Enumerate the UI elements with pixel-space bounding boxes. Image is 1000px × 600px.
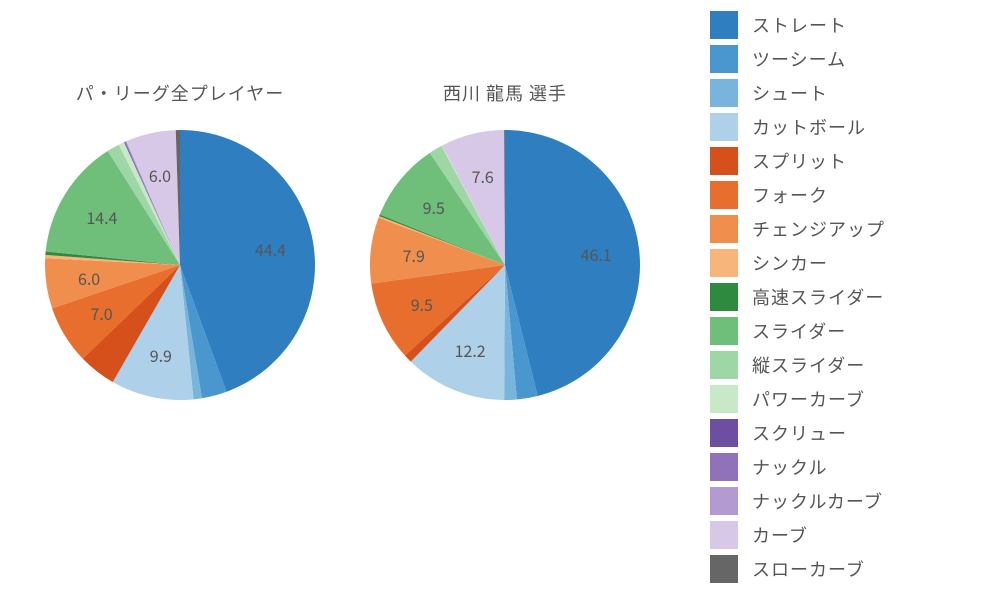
legend-label: ナックル — [752, 454, 827, 480]
legend-swatch — [710, 215, 738, 243]
legend-label: パワーカーブ — [752, 386, 865, 412]
legend-item: スライダー — [690, 314, 990, 348]
legend-label: シンカー — [752, 250, 828, 276]
legend-label: ナックルカーブ — [752, 488, 883, 514]
legend-swatch — [710, 419, 738, 447]
legend-swatch — [710, 351, 738, 379]
legend-label: シュート — [752, 80, 828, 106]
legend-label: スクリュー — [752, 420, 847, 446]
legend-item: チェンジアップ — [690, 212, 990, 246]
legend-swatch — [710, 283, 738, 311]
legend-swatch — [710, 317, 738, 345]
chart-area: パ・リーグ全プレイヤー 44.49.97.06.014.46.0 西川 龍馬 選手 4… — [0, 0, 670, 600]
legend-swatch — [710, 385, 738, 413]
legend-label: ストレート — [752, 12, 847, 38]
legend-label: 縦スライダー — [752, 352, 865, 378]
legend-item: ナックル — [690, 450, 990, 484]
legend-swatch — [710, 147, 738, 175]
legend-item: スプリット — [690, 144, 990, 178]
legend-item: ツーシーム — [690, 42, 990, 76]
legend-swatch — [710, 555, 738, 583]
legend-swatch — [710, 249, 738, 277]
legend-item: パワーカーブ — [690, 382, 990, 416]
legend-item: フォーク — [690, 178, 990, 212]
legend-swatch — [710, 79, 738, 107]
legend-label: 高速スライダー — [752, 284, 884, 310]
legend-item: カーブ — [690, 518, 990, 552]
legend-label: カーブ — [752, 522, 808, 548]
legend-label: フォーク — [752, 182, 828, 208]
legend-label: スプリット — [752, 148, 847, 174]
legend-label: チェンジアップ — [752, 216, 885, 242]
legend-swatch — [710, 181, 738, 209]
figure: パ・リーグ全プレイヤー 44.49.97.06.014.46.0 西川 龍馬 選手 4… — [0, 0, 1000, 600]
legend-item: シンカー — [690, 246, 990, 280]
legend-label: スライダー — [752, 318, 846, 344]
pie-title: パ・リーグ全プレイヤー — [45, 80, 315, 106]
pie-canvas: 44.49.97.06.014.46.0 — [45, 130, 315, 400]
legend-item: 高速スライダー — [690, 280, 990, 314]
legend-item: ストレート — [690, 8, 990, 42]
legend-item: カットボール — [690, 110, 990, 144]
legend: ストレートツーシームシュートカットボールスプリットフォークチェンジアップシンカー… — [690, 0, 990, 600]
legend-swatch — [710, 45, 738, 73]
legend-label: スローカーブ — [752, 556, 865, 582]
legend-swatch — [710, 11, 738, 39]
legend-item: スローカーブ — [690, 552, 990, 586]
legend-item: 縦スライダー — [690, 348, 990, 382]
legend-label: ツーシーム — [752, 46, 846, 72]
pie-title: 西川 龍馬 選手 — [370, 80, 640, 106]
legend-swatch — [710, 453, 738, 481]
legend-label: カットボール — [752, 114, 866, 140]
legend-swatch — [710, 521, 738, 549]
legend-item: シュート — [690, 76, 990, 110]
legend-swatch — [710, 487, 738, 515]
pie-canvas: 46.112.29.57.99.57.6 — [370, 130, 640, 400]
legend-item: スクリュー — [690, 416, 990, 450]
legend-swatch — [710, 113, 738, 141]
legend-item: ナックルカーブ — [690, 484, 990, 518]
